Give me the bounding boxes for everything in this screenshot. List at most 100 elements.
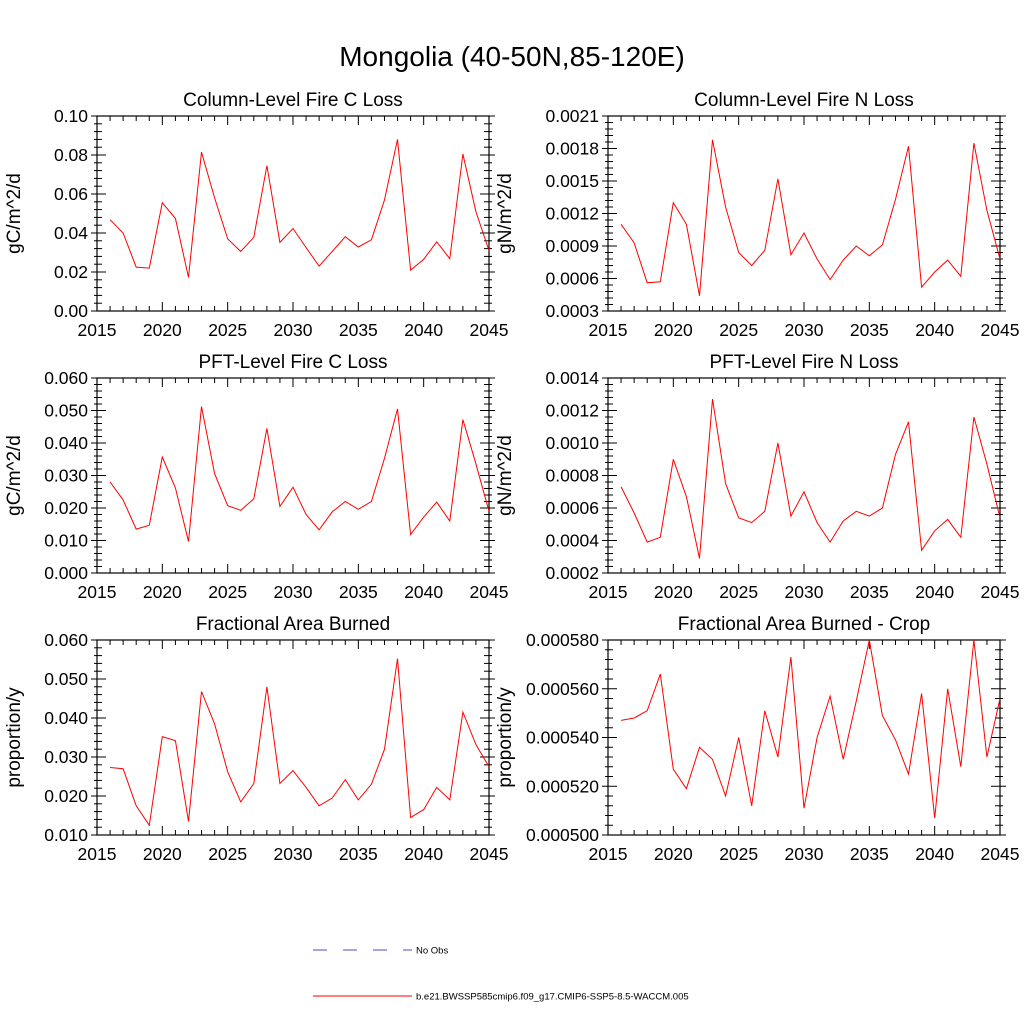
x-tick-label: 2030 xyxy=(785,320,824,340)
y-tick-label: 0.04 xyxy=(54,223,88,243)
x-tick-label: 2025 xyxy=(208,582,247,602)
panel-title: Fractional Area Burned - Crop xyxy=(678,614,930,635)
y-tick-label: 0.0004 xyxy=(545,531,599,551)
y-axis-label: gN/m^2/d xyxy=(495,173,516,254)
y-tick-label: 0.0006 xyxy=(545,269,599,289)
x-tick-label: 2020 xyxy=(143,320,182,340)
y-tick-label: 0.0008 xyxy=(545,466,599,486)
y-axis-label: gN/m^2/d xyxy=(495,435,516,516)
y-tick-label: 0.030 xyxy=(44,747,88,767)
x-tick-label: 2040 xyxy=(915,582,954,602)
plot-frame xyxy=(607,115,1001,312)
y-tick-label: 0.020 xyxy=(44,498,88,518)
x-tick-label: 2030 xyxy=(785,844,824,864)
x-tick-label: 2040 xyxy=(404,582,443,602)
chart-panel: Fractional Area Burned 2015 2020 2025 2030 20… xyxy=(4,614,508,864)
x-tick-label: 2030 xyxy=(274,582,313,602)
x-tick-label: 2015 xyxy=(589,582,628,602)
y-tick-label: 0.0003 xyxy=(545,301,599,321)
x-tick-label: 2020 xyxy=(654,320,693,340)
x-tick-label: 2045 xyxy=(981,320,1020,340)
y-tick-label: 0.060 xyxy=(44,368,88,388)
series-line xyxy=(109,406,490,542)
y-tick-label: 0.050 xyxy=(44,401,88,421)
x-tick-label: 2025 xyxy=(719,844,758,864)
y-tick-label: 0.0009 xyxy=(545,236,599,256)
panel-title: Column-Level Fire N Loss xyxy=(694,90,914,111)
y-tick-label: 0.0006 xyxy=(545,498,599,518)
panel-title: Fractional Area Burned xyxy=(196,614,390,635)
series-line xyxy=(620,139,1001,296)
y-tick-label: 0.0010 xyxy=(545,433,599,453)
panel-title: Column-Level Fire C Loss xyxy=(183,90,403,111)
chart-panels: Column-Level Fire C Loss 2015 2020 2025 2030… xyxy=(4,90,1019,864)
x-tick-label: 2015 xyxy=(78,582,117,602)
x-tick-label: 2045 xyxy=(981,844,1020,864)
plot-frame xyxy=(607,377,1001,574)
y-tick-label: 0.000520 xyxy=(526,776,599,796)
y-tick-label: 0.000 xyxy=(44,563,88,583)
x-tick-label: 2045 xyxy=(981,582,1020,602)
x-tick-label: 2025 xyxy=(208,844,247,864)
x-tick-label: 2030 xyxy=(785,582,824,602)
y-axis-label: gC/m^2/d xyxy=(4,173,25,254)
x-tick-label: 2020 xyxy=(654,844,693,864)
x-tick-label: 2035 xyxy=(339,320,378,340)
x-tick-label: 2030 xyxy=(274,320,313,340)
x-tick-label: 2015 xyxy=(78,320,117,340)
x-tick-label: 2045 xyxy=(470,320,509,340)
y-tick-label: 0.0002 xyxy=(545,563,599,583)
x-tick-label: 2015 xyxy=(589,320,628,340)
chart-panel: PFT-Level Fire C Loss 2015 2020 2025 2030 203… xyxy=(4,352,508,602)
series-line xyxy=(620,399,1001,559)
x-tick-label: 2035 xyxy=(339,582,378,602)
y-tick-label: 0.00 xyxy=(54,301,88,321)
y-tick-label: 0.000580 xyxy=(526,630,599,650)
y-tick-label: 0.000500 xyxy=(526,825,599,845)
plot-frame xyxy=(96,115,490,312)
y-tick-label: 0.020 xyxy=(44,786,88,806)
panel-title: PFT-Level Fire N Loss xyxy=(710,352,899,373)
series-line xyxy=(109,139,490,278)
y-axis-label: gC/m^2/d xyxy=(4,435,25,516)
x-tick-label: 2015 xyxy=(589,844,628,864)
chart-panel: PFT-Level Fire N Loss 2015 2020 2025 2030 203… xyxy=(495,352,1019,602)
plot-frame xyxy=(96,639,490,836)
chart-panel: Fractional Area Burned - Crop 2015 2020 202… xyxy=(495,614,1019,864)
y-tick-label: 0.000540 xyxy=(526,728,599,748)
y-tick-label: 0.0012 xyxy=(545,401,599,421)
x-tick-label: 2035 xyxy=(339,844,378,864)
y-axis-label: proportion/y xyxy=(4,687,25,788)
x-tick-label: 2035 xyxy=(850,582,889,602)
x-tick-label: 2025 xyxy=(719,582,758,602)
x-tick-label: 2015 xyxy=(78,844,117,864)
x-tick-label: 2030 xyxy=(274,844,313,864)
y-tick-label: 0.030 xyxy=(44,466,88,486)
x-tick-label: 2035 xyxy=(850,320,889,340)
x-tick-label: 2025 xyxy=(208,320,247,340)
y-axis-label: proportion/y xyxy=(495,687,516,788)
figure-title: Mongolia (40-50N,85-120E) xyxy=(339,41,685,72)
x-tick-label: 2045 xyxy=(470,844,509,864)
y-tick-label: 0.0012 xyxy=(545,204,599,224)
y-tick-label: 0.08 xyxy=(54,145,88,165)
legend: No Obs b.e21.BWSSP585cmip6.f09_g17.CMIP6… xyxy=(313,946,689,1003)
legend-label-no-obs: No Obs xyxy=(416,946,448,957)
x-tick-label: 2040 xyxy=(404,844,443,864)
y-tick-label: 0.010 xyxy=(44,825,88,845)
series-line xyxy=(621,639,1001,818)
y-tick-label: 0.0014 xyxy=(545,368,599,388)
y-tick-label: 0.010 xyxy=(44,531,88,551)
y-tick-label: 0.040 xyxy=(44,433,88,453)
y-tick-label: 0.040 xyxy=(44,708,88,728)
y-tick-label: 0.02 xyxy=(54,262,88,282)
y-tick-label: 0.10 xyxy=(54,106,88,126)
x-tick-label: 2025 xyxy=(719,320,758,340)
chart-panel: Column-Level Fire N Loss 2015 2020 2025 2030… xyxy=(495,90,1019,340)
y-tick-label: 0.050 xyxy=(44,669,88,689)
y-tick-label: 0.0021 xyxy=(545,106,599,126)
x-tick-label: 2020 xyxy=(654,582,693,602)
y-tick-label: 0.0018 xyxy=(545,139,599,159)
panel-title: PFT-Level Fire C Loss xyxy=(199,352,388,373)
